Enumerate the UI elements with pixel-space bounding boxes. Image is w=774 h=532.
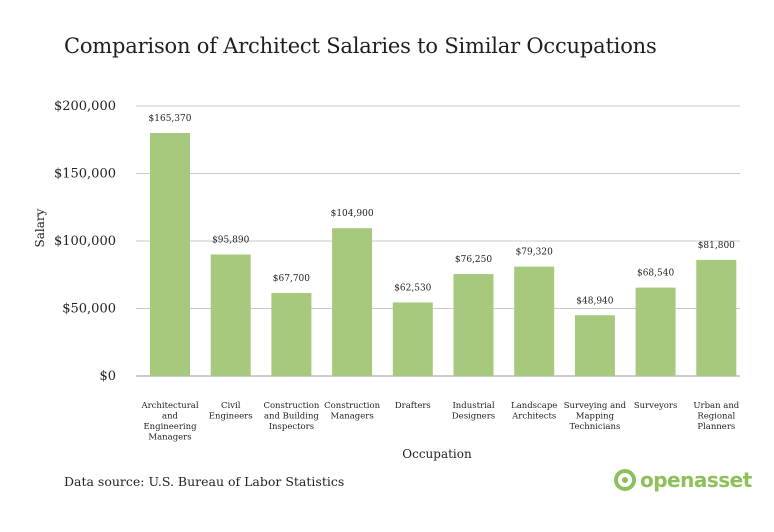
bar xyxy=(210,254,251,376)
x-tick-label: Landscape Architects xyxy=(511,401,557,422)
openasset-logo-icon xyxy=(614,469,636,491)
x-tick-label-line: Drafters xyxy=(395,401,431,411)
bar xyxy=(392,302,433,376)
x-tick-label-line: Regional xyxy=(697,412,735,422)
x-tick-label: Civil Engineers xyxy=(209,401,253,422)
bar-data-label: $81,800 xyxy=(698,241,735,251)
bar-data-label: $62,530 xyxy=(394,283,431,293)
openasset-logo-text: openasset xyxy=(640,468,752,492)
x-tick-label-line: Technicians xyxy=(569,422,620,432)
x-tick-label: Architectural and Engineering Managers xyxy=(140,401,198,443)
y-tick-label: $200,000 xyxy=(54,99,116,114)
bar xyxy=(635,287,676,376)
y-tick-label: $50,000 xyxy=(62,302,116,317)
data-labels: $165,370 $95,890 $67,700 $104,900 $62,530 $76… xyxy=(149,114,736,306)
bar xyxy=(514,266,555,376)
x-tick-label-line: Surveying and xyxy=(564,401,627,411)
x-tick-label: Industrial Designers xyxy=(452,401,495,422)
bar xyxy=(150,133,190,376)
x-tick-label: Surveying and Mapping Technicians xyxy=(564,401,627,432)
x-tick-label-line: Architects xyxy=(511,412,556,422)
x-tick-label-line: Designers xyxy=(452,412,495,422)
bars xyxy=(150,133,737,376)
y-axis-ticks: $0 $50,000 $100,000 $150,000 $200,000 xyxy=(54,99,116,384)
bar-data-label: $68,540 xyxy=(637,269,674,279)
data-source-note: Data source: U.S. Bureau of Labor Statis… xyxy=(64,474,345,489)
category-labels: Architectural and Engineering ManagersCivil… xyxy=(140,401,739,443)
bar-data-label: $95,890 xyxy=(212,236,249,246)
x-tick-label: Construction Managers xyxy=(324,401,380,422)
x-tick-label-line: Managers xyxy=(148,433,191,443)
x-tick-label-line: Urban and xyxy=(693,401,739,411)
x-tick-label-line: Industrial xyxy=(452,401,494,411)
y-axis-title: Salary xyxy=(33,208,47,247)
bar xyxy=(271,292,312,376)
x-tick-label-line: Planners xyxy=(697,422,735,432)
x-tick-label-line: Surveyors xyxy=(634,401,678,411)
x-tick-label-line: Managers xyxy=(330,412,373,422)
x-tick-label-line: Architectural xyxy=(140,401,198,411)
bar-data-label: $165,370 xyxy=(149,114,192,124)
bar xyxy=(332,228,373,376)
x-axis-title: Occupation xyxy=(402,447,472,461)
x-tick-label: Surveyors xyxy=(634,401,678,411)
x-tick-label-line: Inspectors xyxy=(269,422,314,432)
bar-data-label: $79,320 xyxy=(516,248,553,258)
x-tick-label: Drafters xyxy=(395,401,431,411)
bar-data-label: $67,700 xyxy=(273,274,310,284)
x-tick-label-line: and xyxy=(162,412,179,422)
x-tick-label-line: Landscape xyxy=(511,401,557,411)
bar xyxy=(453,274,494,376)
bar-data-label: $48,940 xyxy=(576,296,613,306)
chart-title: Comparison of Architect Salaries to Simi… xyxy=(64,34,657,58)
x-tick-label-line: Construction xyxy=(324,401,380,411)
x-tick-label: Urban and Regional Planners xyxy=(693,401,739,432)
x-tick-label-line: and Building xyxy=(264,412,319,422)
y-tick-label: $150,000 xyxy=(54,167,116,182)
x-tick-label-line: Construction xyxy=(263,401,319,411)
bar xyxy=(574,315,615,376)
y-tick-label: $0 xyxy=(99,369,116,384)
x-tick-label-line: Engineering xyxy=(143,422,197,432)
y-tick-label: $100,000 xyxy=(54,234,116,249)
bar-data-label: $76,250 xyxy=(455,255,492,265)
x-tick-label: Construction and Building Inspectors xyxy=(263,401,319,432)
bar xyxy=(696,259,737,376)
x-tick-label-line: Civil xyxy=(221,401,241,411)
x-tick-label-line: Mapping xyxy=(576,412,615,422)
bar-data-label: $104,900 xyxy=(331,209,374,219)
openasset-logo: openasset xyxy=(614,468,752,492)
x-tick-label-line: Engineers xyxy=(209,412,253,422)
